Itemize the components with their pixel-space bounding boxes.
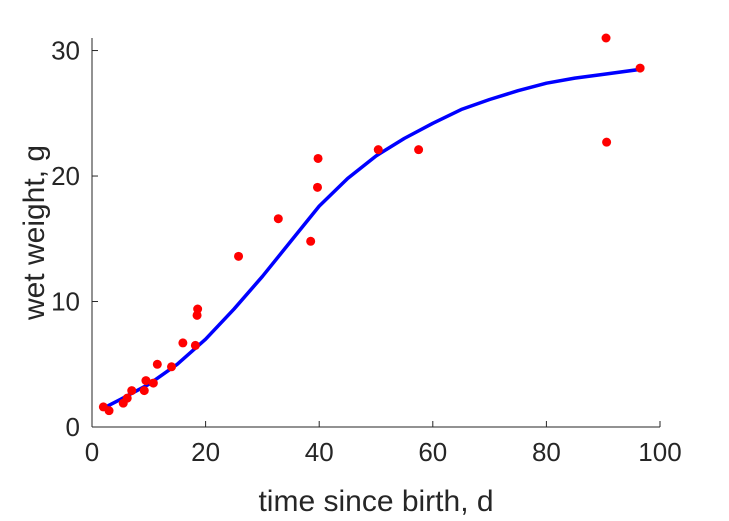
y-tick-label: 20 — [51, 161, 80, 191]
data-point — [312, 182, 322, 192]
data-point — [139, 386, 149, 396]
data-point — [122, 393, 132, 403]
y-tick-label: 0 — [66, 412, 80, 442]
data-point — [148, 378, 158, 388]
x-tick-label: 0 — [85, 437, 99, 467]
data-point — [414, 145, 424, 155]
data-point — [602, 137, 612, 147]
fit-curve — [102, 67, 641, 410]
data-point — [190, 340, 200, 350]
y-tick-label: 30 — [51, 36, 80, 66]
data-point — [178, 338, 188, 348]
x-tick-label: 60 — [418, 437, 447, 467]
data-point — [273, 214, 283, 224]
x-tick-label: 100 — [638, 437, 681, 467]
x-tick-label: 40 — [305, 437, 334, 467]
data-point — [635, 63, 645, 73]
data-point — [193, 304, 203, 314]
data-point — [601, 33, 611, 43]
data-point — [306, 236, 316, 246]
x-tick-label: 20 — [191, 437, 220, 467]
y-axis-label: wet weight, g — [18, 145, 51, 321]
data-point — [313, 153, 323, 163]
data-point — [167, 362, 177, 372]
y-tick-label: 10 — [51, 287, 80, 317]
data-points — [98, 33, 645, 416]
axes: 0 20 40 60 80 100 0 10 20 30 — [51, 36, 682, 467]
data-point — [127, 386, 137, 396]
data-point — [141, 376, 151, 386]
data-point — [152, 359, 162, 369]
data-point — [373, 145, 383, 155]
x-tick-label: 80 — [532, 437, 561, 467]
data-point — [234, 251, 244, 261]
x-axis-label: time since birth, d — [258, 485, 493, 518]
data-point — [104, 406, 114, 416]
